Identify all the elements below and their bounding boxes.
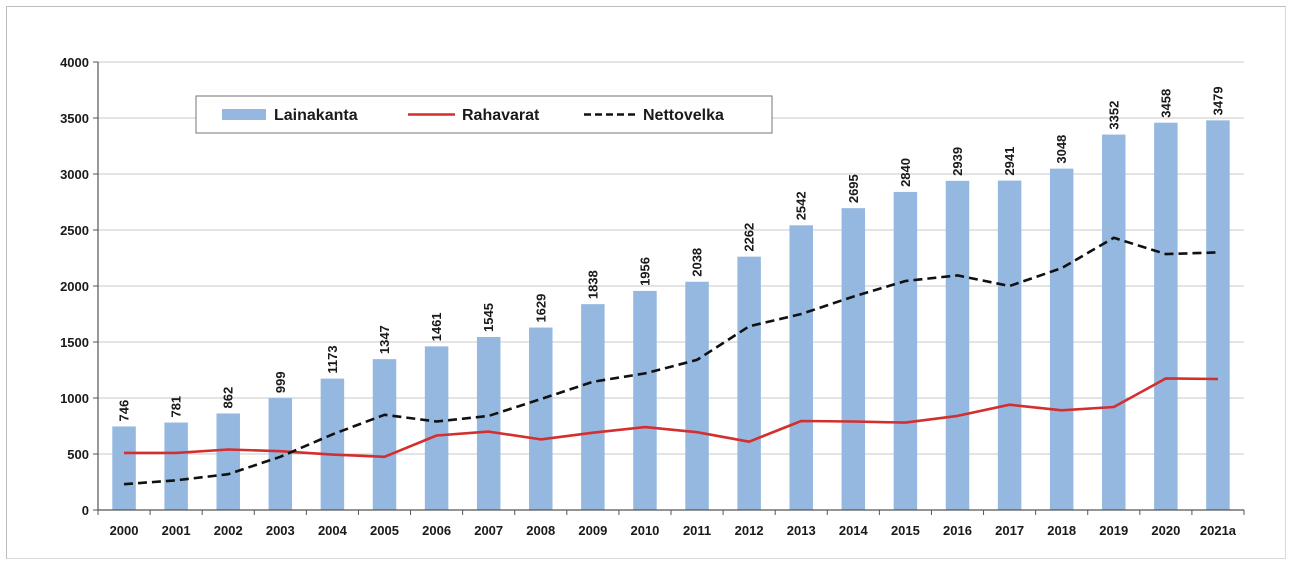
x-tick-label: 2012: [735, 523, 764, 538]
bar-lainakanta: [789, 225, 813, 510]
data-label: 1629: [533, 294, 548, 323]
bar-lainakanta: [164, 422, 188, 510]
bar-lainakanta: [1154, 122, 1178, 510]
x-tick-label: 2007: [474, 523, 503, 538]
legend-label-nettovelka: Nettovelka: [643, 107, 724, 124]
data-label: 1461: [429, 312, 444, 341]
x-tick-label: 2011: [683, 523, 711, 538]
x-tick-label: 2006: [422, 523, 451, 538]
x-tick-label: 2021a: [1200, 523, 1237, 538]
x-tick-label: 2001: [162, 523, 191, 538]
bar-lainakanta: [841, 208, 866, 510]
bar-lainakanta: [685, 281, 709, 510]
x-tick-label: 2003: [266, 523, 295, 538]
y-tick-label: 2500: [60, 223, 89, 238]
data-label: 746: [117, 400, 132, 422]
data-label: 1347: [377, 325, 392, 354]
data-label: 3479: [1210, 86, 1225, 115]
bar-lainakanta: [1206, 120, 1230, 511]
bar-lainakanta: [476, 336, 501, 510]
bar-lainakanta: [112, 426, 136, 510]
bar-lainakanta: [424, 346, 449, 510]
data-labels: 746 781 862 999 1173 1347 1461 1545 1629 1838 1956…: [117, 86, 1226, 421]
y-tick-label: 1500: [60, 335, 89, 350]
y-tick-label: 2000: [60, 279, 89, 294]
x-tick-label: 2017: [995, 523, 1024, 538]
x-tick-label: 2008: [526, 523, 555, 538]
data-label: 2262: [742, 223, 757, 252]
data-label: 2939: [950, 147, 965, 176]
x-tick-label: 2019: [1099, 523, 1128, 538]
data-label: 3458: [1158, 89, 1173, 118]
bar-lainakanta: [893, 191, 918, 511]
series-lines: [123, 236, 1219, 486]
data-label: 3048: [1054, 135, 1069, 164]
x-tick-label: 2010: [630, 523, 659, 538]
x-tick-label: 2004: [318, 523, 348, 538]
data-label: 1545: [481, 303, 496, 332]
data-label: 1956: [637, 257, 652, 286]
legend-box: [195, 95, 773, 134]
x-tick-label: 2002: [214, 523, 243, 538]
x-tick-label: 2009: [578, 523, 607, 538]
bar-lainakanta: [997, 180, 1022, 510]
data-label: 2941: [1002, 147, 1017, 176]
legend-swatch-lainakanta: [222, 109, 266, 120]
line-rahavarat: [124, 377, 1219, 459]
bar-lainakanta: [320, 378, 345, 510]
bar-lainakanta: [216, 413, 240, 510]
bar-lainakanta: [1049, 168, 1074, 510]
x-tick-label: 2016: [943, 523, 972, 538]
data-label: 2038: [690, 248, 705, 277]
data-label: 999: [273, 371, 288, 393]
data-label: 1838: [585, 270, 600, 299]
x-tick-label: 2000: [110, 523, 139, 538]
y-tick-label: 1000: [60, 391, 89, 406]
x-tick-label: 2013: [787, 523, 816, 538]
data-label: 2840: [898, 158, 913, 187]
bar-lainakanta: [945, 180, 970, 510]
x-tick-label: 2018: [1047, 523, 1076, 538]
y-tick-label: 3000: [60, 167, 89, 182]
data-label: 862: [221, 387, 236, 409]
line-nettovelka: [123, 236, 1219, 486]
lainakanta-bars: [112, 120, 1230, 511]
x-tick-label: 2020: [1151, 523, 1180, 538]
bar-lainakanta: [633, 290, 657, 510]
y-tick-label: 0: [82, 503, 89, 518]
bar-lainakanta: [581, 304, 605, 510]
axes: 0 500 1000 1500 2000 2500 3000 3500 4000 2000 2001…: [60, 55, 1245, 538]
y-tick-label: 500: [67, 447, 89, 462]
data-label: 3352: [1106, 101, 1121, 130]
y-tick-label: 4000: [60, 55, 89, 70]
legend-label-rahavarat: Rahavarat: [462, 107, 540, 124]
bar-lainakanta: [372, 359, 397, 510]
bar-lainakanta: [1102, 134, 1126, 511]
y-tick-label: 3500: [60, 111, 89, 126]
bar-lainakanta: [268, 398, 293, 510]
x-tick-label: 2014: [839, 523, 869, 538]
data-label: 1173: [325, 345, 340, 373]
legend: Lainakanta Rahavarat Nettovelka: [195, 95, 773, 134]
x-tick-label: 2015: [891, 523, 920, 538]
bar-lainakanta: [529, 327, 553, 510]
bar-lainakanta: [737, 256, 761, 510]
x-tick-label: 2005: [370, 523, 399, 538]
data-label: 781: [169, 396, 184, 418]
data-label: 2542: [794, 191, 809, 220]
legend-label-lainakanta: Lainakanta: [274, 107, 358, 124]
data-label: 2695: [846, 174, 861, 203]
